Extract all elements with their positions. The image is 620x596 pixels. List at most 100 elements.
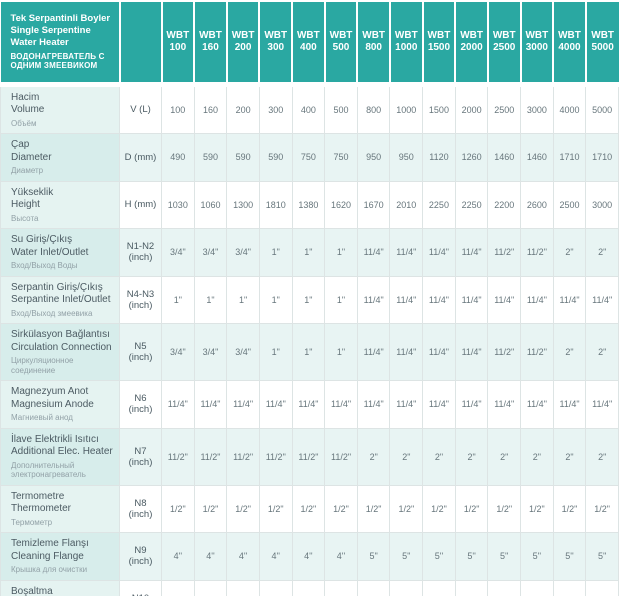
column-header-wbt-4000: WBT 4000 xyxy=(553,2,587,87)
value-cell: 1500 xyxy=(422,83,456,134)
label-ru: Циркуляционное соединение xyxy=(11,356,74,375)
value-cell: 5'' xyxy=(356,532,391,581)
value-cell: 2" xyxy=(552,323,587,381)
column-brand: WBT xyxy=(329,29,353,41)
value-cell: 11/4" xyxy=(585,380,619,429)
value-cell: 11/4" xyxy=(422,228,456,277)
value-cell: 2" xyxy=(585,228,619,277)
column-size: 2500 xyxy=(493,41,516,53)
value-cell: 11/4" xyxy=(422,579,456,596)
unit-cell: D (mm) xyxy=(119,133,162,182)
value-cell: 1/2" xyxy=(193,484,228,533)
value-cell: 11/4" xyxy=(258,579,293,596)
value-cell: 11/4" xyxy=(226,380,260,429)
header-row: Tek Serpantinli Boyler Single Serpentine… xyxy=(0,2,619,87)
value-cell: 11/4" xyxy=(454,323,489,381)
value-cell: 5000 xyxy=(585,83,619,134)
value-cell: 950 xyxy=(389,133,424,182)
label-en: Height xyxy=(11,199,40,210)
value-cell: 3/4" xyxy=(226,228,260,277)
table-title-cell: Tek Serpantinli Boyler Single Serpentine… xyxy=(0,2,121,87)
label-ru: Термометр xyxy=(11,517,53,527)
value-cell: 11/2" xyxy=(324,427,358,486)
value-cell: 1300 xyxy=(226,180,260,229)
value-cell: 3000 xyxy=(520,83,554,134)
unit-line: N5 xyxy=(134,341,147,352)
value-cell: 11/4" xyxy=(454,380,489,429)
label-ru: Объём xyxy=(11,118,37,128)
unit-line: N7 xyxy=(134,445,147,457)
column-header-wbt-800: WBT 800 xyxy=(357,2,391,87)
value-cell: 11/4" xyxy=(487,579,522,596)
value-cell: 11/4" xyxy=(356,275,391,324)
value-cell: 11/2" xyxy=(520,323,554,381)
value-cell: 11/4" xyxy=(454,275,489,324)
value-cell: 3/4" xyxy=(193,323,228,381)
value-cell: 1" xyxy=(161,275,195,324)
row-label-cell: Hacim Volume Объём xyxy=(0,83,120,134)
table-row: BoşaltmaDischargeРазгрузкаN10( inch )11/… xyxy=(0,579,619,596)
value-cell: 11/4" xyxy=(422,275,456,324)
unit-line: H (mm) xyxy=(124,199,157,211)
value-cell: 11/4" xyxy=(487,380,522,429)
value-cell: 11/4" xyxy=(454,228,489,277)
column-size: 5000 xyxy=(591,41,614,53)
value-cell: 1000 xyxy=(389,83,424,134)
value-cell: 1" xyxy=(324,323,358,381)
unit-line: N9 xyxy=(134,545,147,557)
value-cell: 11/4" xyxy=(193,380,228,429)
value-cell: 2250 xyxy=(422,180,456,229)
unit-cell: N8 (inch) xyxy=(119,484,162,533)
value-cell: 4000 xyxy=(552,83,587,134)
label-tr: Termometre xyxy=(11,490,65,502)
column-brand: WBT xyxy=(199,29,222,41)
row-label-cell: Serpantin Giriş/Çıkış Serpantine Inlet/Ou… xyxy=(0,275,120,324)
value-cell: 11/4" xyxy=(161,380,195,429)
value-cell: 1/2" xyxy=(454,484,489,533)
label-ru: Высота xyxy=(11,213,39,223)
value-cell: 1" xyxy=(291,323,326,381)
value-cell: 11/2" xyxy=(291,427,326,486)
value-cell: 1380 xyxy=(291,180,326,229)
value-cell: 1/2" xyxy=(520,484,554,533)
label-ru: Крышка для очистки xyxy=(11,565,88,574)
value-cell: 11/4" xyxy=(258,380,293,429)
value-cell: 950 xyxy=(356,133,391,182)
table-row: Serpantin Giriş/Çıkış Serpantine Inlet/Ou… xyxy=(0,275,619,324)
value-cell: 11/4" xyxy=(585,275,619,324)
value-cell: 1460 xyxy=(487,133,522,182)
unit-cell: H (mm) xyxy=(119,180,162,229)
value-cell: 11/4" xyxy=(161,579,195,596)
row-label-cell: BoşaltmaDischargeРазгрузка xyxy=(0,579,120,596)
value-cell: 11/4" xyxy=(520,380,554,429)
label-tr: Hacim xyxy=(11,91,40,103)
value-cell: 11/4" xyxy=(520,579,554,596)
value-cell: 3/4" xyxy=(193,228,228,277)
value-cell: 2" xyxy=(389,427,424,486)
label-ru: Диаметр xyxy=(11,166,44,175)
table-row: Hacim Volume Объём V (L) 100 160 200 300 400 500 8… xyxy=(0,83,619,134)
column-header-wbt-200: WBT 200 xyxy=(226,2,261,87)
value-cell: 1710 xyxy=(552,133,587,182)
unit-line: D (mm) xyxy=(124,151,157,163)
column-size: 400 xyxy=(300,41,317,53)
value-cell: 11/4" xyxy=(585,579,619,596)
unit-line: V (L) xyxy=(130,104,151,116)
label-en: Circulation Connection xyxy=(11,341,112,353)
unit-line: (inch) xyxy=(128,299,153,311)
value-cell: 1/2" xyxy=(324,484,358,533)
label-tr: İlave Elektrikli Isıtıcı xyxy=(11,433,99,445)
table-row: Yükseklik Height Высота H (mm) 1030 1060 1300 1… xyxy=(0,180,619,229)
value-cell: 11/4" xyxy=(324,579,358,596)
value-cell: 11/4" xyxy=(226,579,260,596)
label-tr: Magnezyum Anot xyxy=(11,386,89,397)
value-cell: 11/4" xyxy=(552,275,587,324)
value-cell: 1" xyxy=(324,228,358,277)
value-cell: 1/2" xyxy=(422,484,456,533)
column-size: 1500 xyxy=(427,41,451,53)
value-cell: 11/4" xyxy=(520,275,554,324)
value-cell: 11/4" xyxy=(291,579,326,596)
value-cell: 11/4" xyxy=(356,323,391,381)
column-header-wbt-100: WBT 100 xyxy=(161,2,196,87)
value-cell: 11/4" xyxy=(356,380,391,429)
